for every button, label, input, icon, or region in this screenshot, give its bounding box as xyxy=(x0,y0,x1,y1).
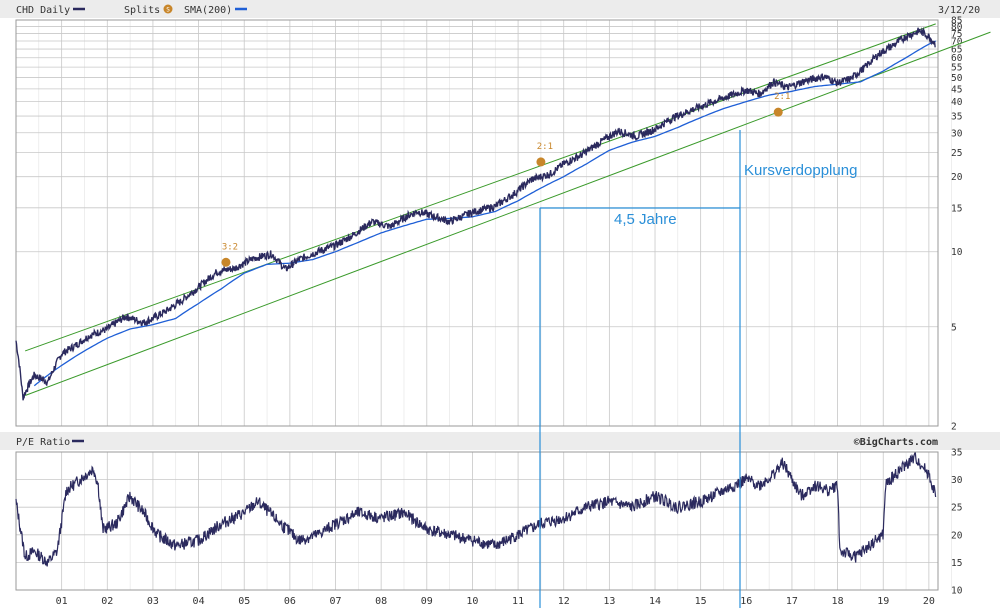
x-tick-label: 04 xyxy=(193,596,205,607)
price-y-tick-label: 40 xyxy=(951,97,963,108)
price-y-tick-label: 75 xyxy=(951,29,962,40)
price-y-tick-label: 10 xyxy=(951,247,963,258)
x-tick-label: 13 xyxy=(603,596,615,607)
pe-y-axis: 10 15 20 25 30 35 xyxy=(951,448,963,597)
pe-series-layer xyxy=(15,452,937,567)
x-tick-label: 09 xyxy=(421,596,433,607)
price-y-tick-label: 20 xyxy=(951,172,963,183)
price-y-tick-label: 5 xyxy=(951,322,957,333)
bigcharts-credit: ©BigCharts.com xyxy=(854,436,938,448)
x-tick-label: 10 xyxy=(466,596,478,607)
x-tick-label: 08 xyxy=(375,596,387,607)
pe-y-tick-label: 20 xyxy=(951,530,963,541)
pe-y-tick-label: 30 xyxy=(951,475,963,486)
x-tick-label: 03 xyxy=(147,596,159,607)
split-markers: 3:2 2:1 2:1 xyxy=(221,92,790,267)
sma-200-line xyxy=(33,40,936,387)
split-marker xyxy=(221,257,231,267)
x-tick-label: 02 xyxy=(101,596,113,607)
x-tick-label: 12 xyxy=(558,596,570,607)
x-tick-label: 16 xyxy=(740,596,752,607)
pe-panel-header xyxy=(0,432,1000,450)
split-legend-glyph: S xyxy=(166,7,170,14)
pe-grid xyxy=(16,451,952,591)
x-tick-label: 17 xyxy=(786,596,798,607)
x-tick-label: 20 xyxy=(923,596,935,607)
x-tick-label: 06 xyxy=(284,596,296,607)
pe-y-tick-label: 25 xyxy=(951,503,962,514)
price-y-tick-label: 55 xyxy=(951,63,962,74)
x-tick-label: 14 xyxy=(649,596,661,607)
price-y-tick-label: 80 xyxy=(951,22,963,33)
price-plot-frame xyxy=(15,19,939,427)
price-y-tick-label: 2 xyxy=(951,422,957,433)
x-tick-label: 15 xyxy=(695,596,707,607)
split-ratio-label: 3:2 xyxy=(222,242,238,252)
x-tick-label: 18 xyxy=(832,596,844,607)
price-y-tick-label: 50 xyxy=(951,73,963,84)
date-label: 3/12/20 xyxy=(938,5,980,16)
pe-y-tick-label: 35 xyxy=(951,448,962,459)
x-axis: 01 02 03 04 05 06 07 08 09 10 11 12 13 14 15 16 17 18 19 20 xyxy=(56,596,935,607)
price-y-tick-label: 15 xyxy=(951,203,962,214)
pe-y-tick-label: 10 xyxy=(951,586,963,597)
split-marker xyxy=(773,107,783,117)
doubling-annotation: 4,5 Jahre Kursverdopplung xyxy=(539,130,857,608)
price-y-tick-label: 60 xyxy=(951,53,963,64)
channel-lower-line xyxy=(24,31,991,396)
split-ratio-label: 2:1 xyxy=(537,142,553,152)
x-tick-label: 19 xyxy=(877,596,889,607)
x-tick-label: 01 xyxy=(56,596,68,607)
pe-plot-frame xyxy=(15,451,939,591)
price-y-tick-label: 65 xyxy=(951,45,962,56)
price-y-tick-label: 30 xyxy=(951,128,963,139)
price-panel-header xyxy=(0,0,1000,18)
split-ratio-label: 2:1 xyxy=(774,92,790,102)
price-series-layer xyxy=(15,23,991,401)
price-line xyxy=(15,26,936,401)
price-y-tick-label: 35 xyxy=(951,112,962,123)
x-tick-label: 05 xyxy=(238,596,250,607)
split-legend-marker xyxy=(163,4,173,14)
splits-label: Splits xyxy=(124,5,160,16)
price-y-tick-label: 25 xyxy=(951,148,962,159)
split-marker xyxy=(536,157,546,167)
price-y-tick-label: 85 xyxy=(951,16,962,27)
span-label: 4,5 Jahre xyxy=(614,211,677,228)
pe-ratio-line xyxy=(15,452,937,567)
pe-y-tick-label: 15 xyxy=(951,558,962,569)
x-tick-label: 11 xyxy=(512,596,524,607)
price-y-tick-label: 45 xyxy=(951,84,962,95)
price-y-tick-label: 70 xyxy=(951,37,963,48)
pe-label: P/E Ratio xyxy=(16,437,70,448)
doubling-label: Kursverdopplung xyxy=(744,162,857,179)
x-tick-label: 07 xyxy=(329,596,341,607)
symbol-label: CHD Daily xyxy=(16,5,70,16)
sma-label: SMA(200) xyxy=(184,5,232,16)
channel-upper-line xyxy=(24,23,936,352)
